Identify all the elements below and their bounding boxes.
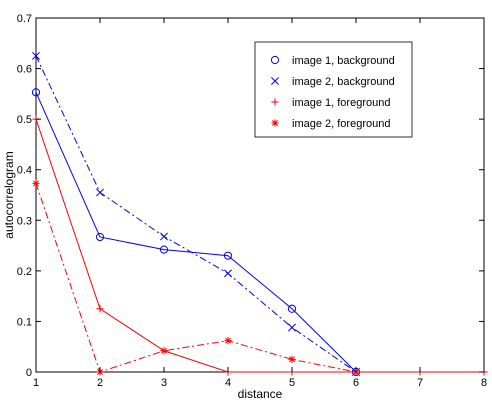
y-tick-label: 0.4 bbox=[17, 165, 32, 177]
series-image-2-background-line bbox=[35, 55, 357, 373]
x-tick-label: 8 bbox=[481, 377, 487, 389]
x-tick-label: 1 bbox=[33, 377, 39, 389]
legend-item-image-2-background: image 2, background bbox=[271, 76, 395, 88]
series-image-2-foreground-point bbox=[288, 355, 296, 363]
series-image-2-foreground-line bbox=[35, 183, 357, 373]
x-tick-label: 2 bbox=[97, 377, 103, 389]
y-tick-label: 0.6 bbox=[17, 64, 32, 76]
series-image-2-foreground-point bbox=[32, 179, 40, 187]
legend-item-image-1-foreground-marker bbox=[271, 98, 279, 106]
legend-box bbox=[254, 41, 413, 138]
legend-item-image-2-foreground-marker-stroke-d bbox=[272, 120, 278, 126]
y-tick-label: 0.7 bbox=[17, 13, 32, 25]
series-image-1-background-point bbox=[31, 88, 41, 97]
series-image-2-foreground bbox=[32, 179, 360, 376]
series-image-2-foreground-point-stroke-d bbox=[161, 347, 167, 354]
series-image-1-background-point bbox=[223, 251, 233, 260]
legend-item-image-2-background-label: image 2, background bbox=[292, 76, 395, 88]
series-layer bbox=[31, 51, 488, 377]
x-tick-label: 3 bbox=[161, 377, 167, 389]
y-tick-label: 0 bbox=[26, 367, 32, 379]
series-image-2-background-point-stroke-b bbox=[160, 232, 168, 241]
legend-item-image-2-foreground: image 2, foreground bbox=[271, 118, 390, 130]
series-image-1-foreground-point bbox=[96, 305, 104, 313]
series-image-2-background-point-stroke-b bbox=[32, 51, 40, 60]
series-image-2-background-point bbox=[32, 51, 40, 60]
series-image-1-background-line bbox=[35, 92, 357, 373]
series-image-2-background-point-stroke-b bbox=[96, 188, 104, 197]
legend-item-image-2-foreground-marker bbox=[271, 119, 279, 127]
x-tick-label: 5 bbox=[289, 377, 295, 389]
series-image-2-background-point-stroke-b bbox=[224, 269, 232, 278]
y-tick-label: 0.5 bbox=[17, 114, 32, 126]
series-image-2-background-point bbox=[160, 232, 168, 241]
legend-item-image-2-background-marker bbox=[271, 77, 279, 85]
series-image-2-background-point-stroke-b bbox=[288, 323, 296, 332]
legend: image 1, background image 2, background im… bbox=[254, 41, 413, 138]
legend-item-image-1-background-marker bbox=[270, 55, 280, 65]
series-image-1-background-point bbox=[159, 245, 169, 254]
legend-item-image-1-foreground: image 1, foreground bbox=[271, 97, 390, 109]
series-image-2-foreground-point-stroke-d bbox=[289, 356, 295, 363]
x-axis-label: distance bbox=[238, 387, 283, 401]
series-image-1-background-point bbox=[287, 304, 297, 313]
legend-item-image-1-background: image 1, background bbox=[270, 55, 395, 67]
series-image-2-foreground-point bbox=[224, 337, 232, 345]
y-tick-label: 0.1 bbox=[17, 316, 32, 328]
series-image-1-background-point bbox=[95, 232, 105, 242]
legend-item-image-2-background-marker-stroke-b bbox=[271, 77, 279, 85]
series-image-2-background-point bbox=[96, 188, 104, 197]
legend-item-image-1-background-label: image 1, background bbox=[292, 55, 395, 67]
y-tick-label: 0.3 bbox=[17, 215, 32, 227]
legend-item-image-1-foreground-label: image 1, foreground bbox=[292, 97, 390, 109]
series-image-1-foreground-line bbox=[35, 118, 484, 373]
x-tick-label: 6 bbox=[353, 377, 359, 389]
legend-item-image-2-foreground-label: image 2, foreground bbox=[292, 118, 390, 130]
series-image-2-foreground-point-stroke-d bbox=[33, 180, 39, 187]
x-tick-label: 7 bbox=[417, 377, 423, 389]
legend-items: image 1, background image 2, background im… bbox=[270, 55, 395, 130]
y-axis-label: autocorrelogram bbox=[2, 151, 16, 238]
series-image-2-background-point bbox=[224, 269, 232, 278]
series-image-2-background-point bbox=[288, 323, 296, 332]
y-tick-label: 0.2 bbox=[17, 266, 32, 278]
series-image-2-foreground-point-stroke-d bbox=[225, 337, 231, 344]
x-tick-label: 4 bbox=[225, 377, 231, 389]
series-image-2-foreground-point bbox=[160, 347, 168, 355]
ticks-layer: 1 2 3 4 5 6 7 8 0 0.1 0.2 0.3 0.4 0.5 0.6 0.7 bbox=[17, 13, 487, 389]
